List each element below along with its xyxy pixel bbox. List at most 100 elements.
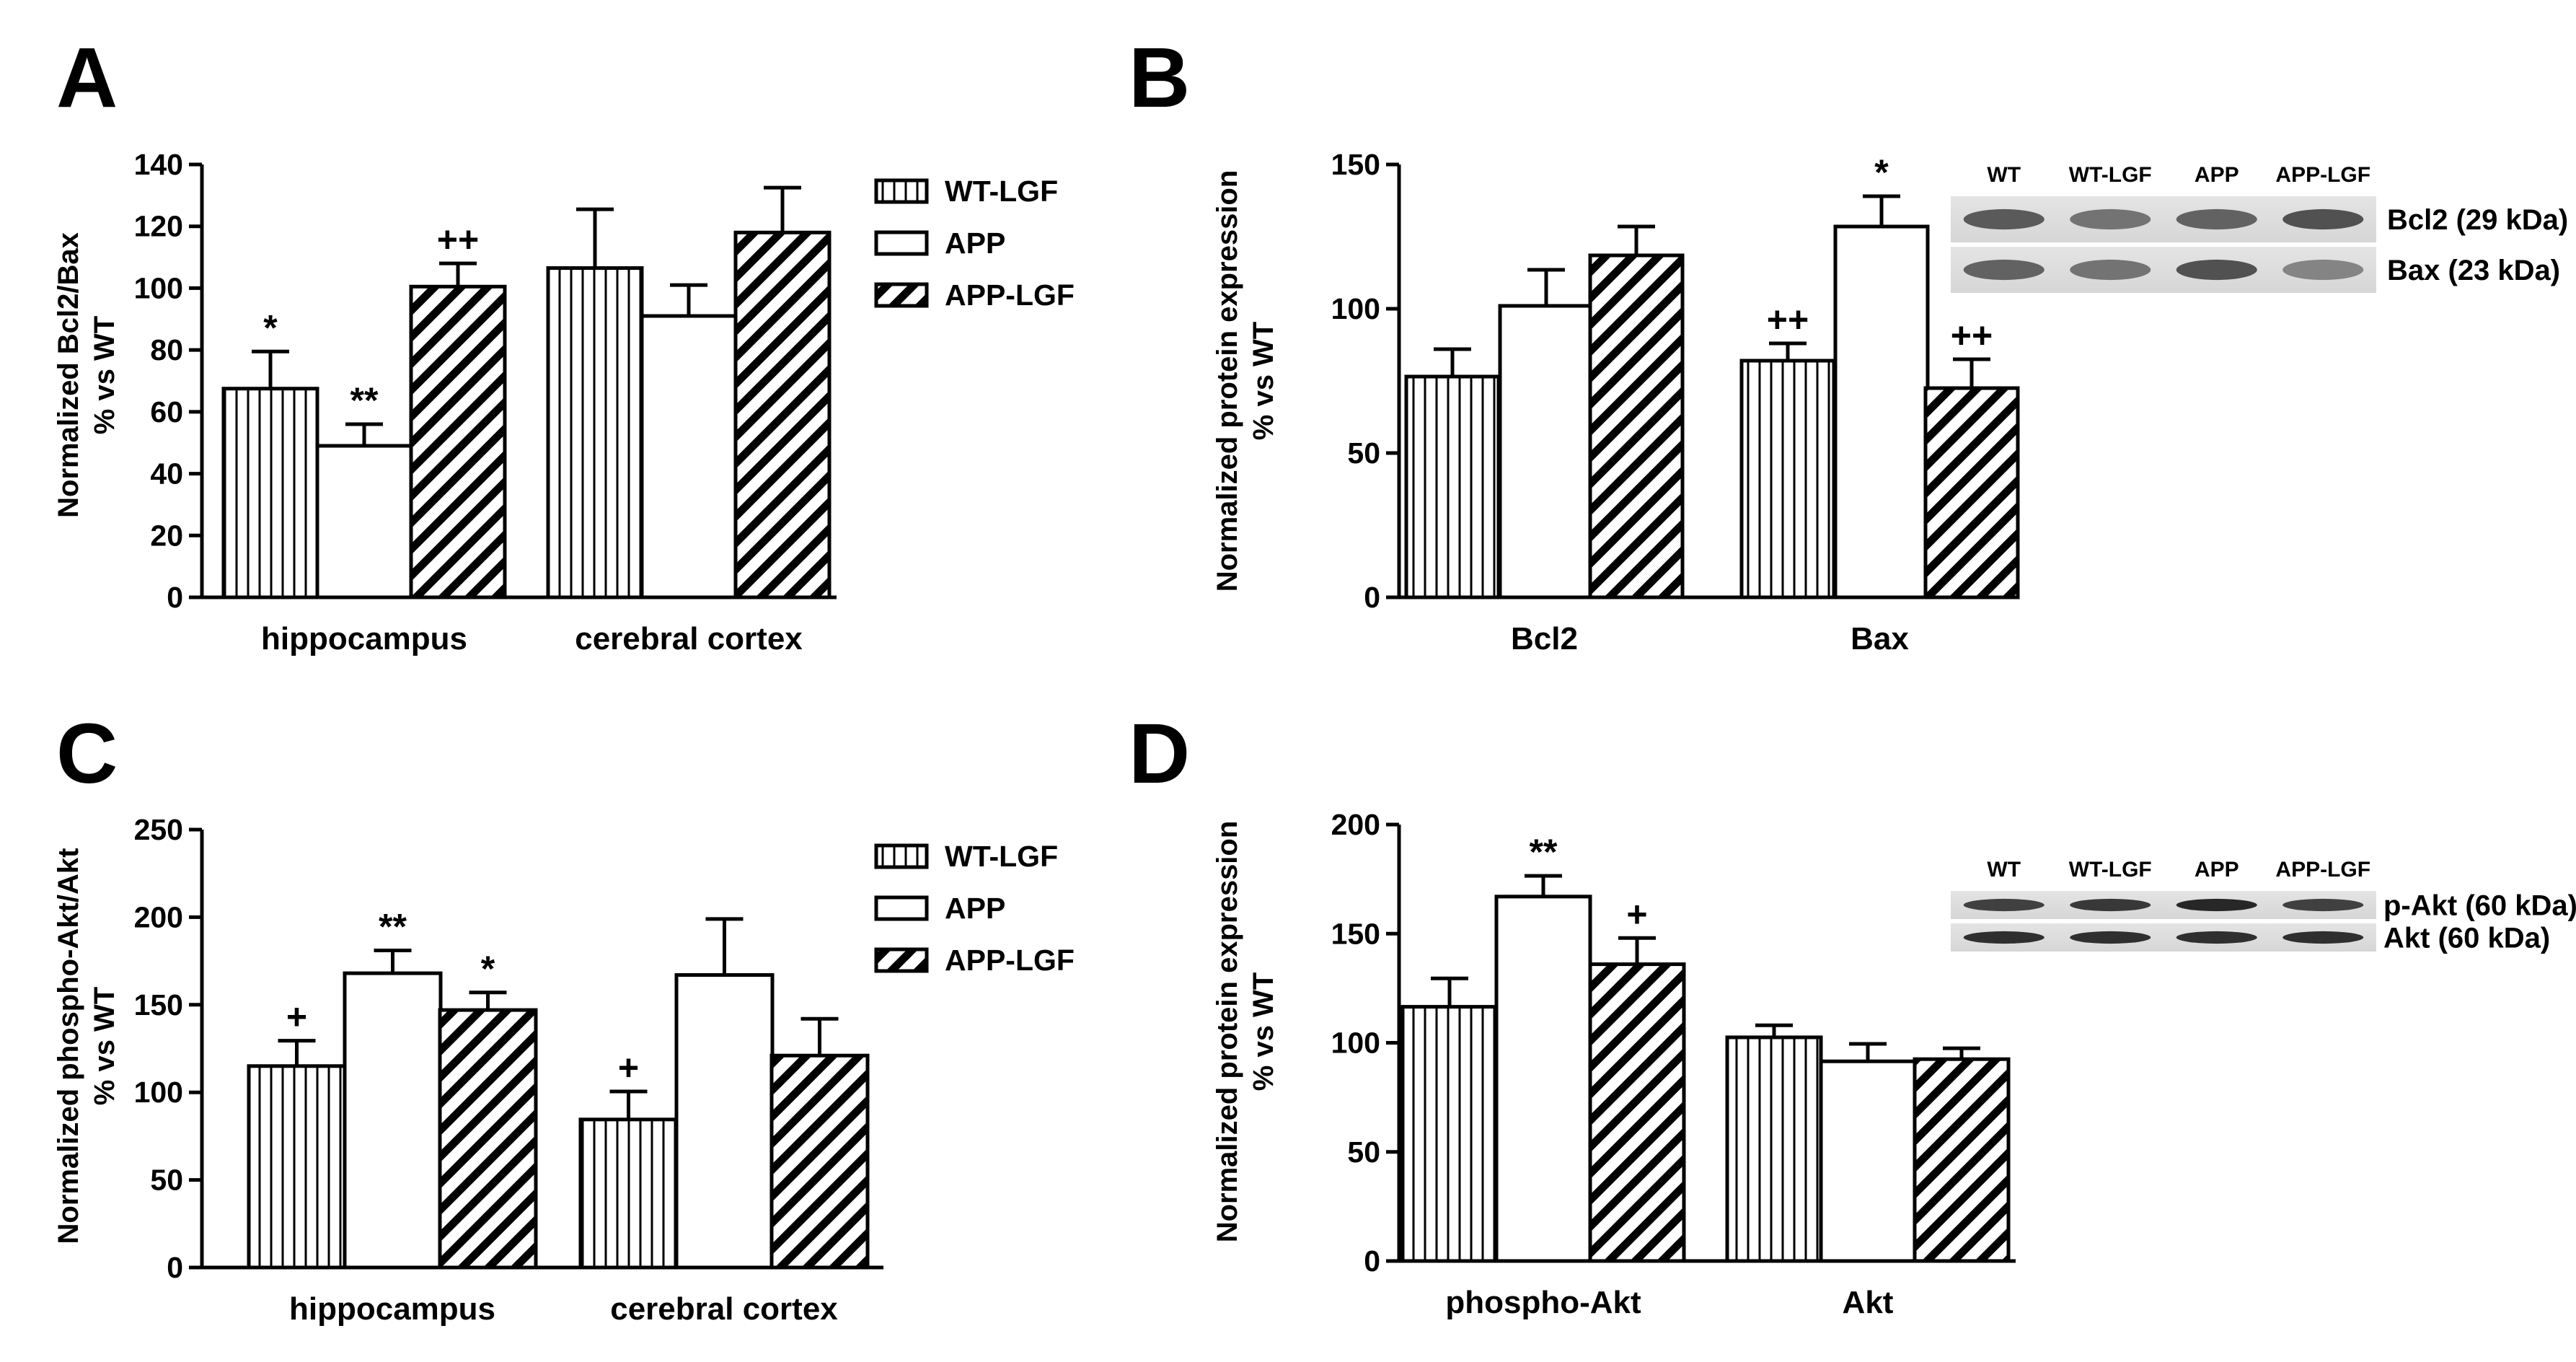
blot-lane-label: APP: [2195, 858, 2239, 882]
bar-app-lgf-1: [733, 230, 832, 599]
y-tick-label: 20: [150, 519, 183, 552]
x-category-label: hippocampus: [289, 1291, 495, 1327]
legend-swatch: [874, 843, 929, 869]
blot-row-label: Bax (23 kDa): [2387, 255, 2560, 286]
y-tick-label: 80: [150, 333, 183, 366]
significance-label: **: [379, 907, 407, 947]
legend-label: WT-LGF: [945, 840, 1058, 873]
blot-row-label: Akt (60 kDa): [2383, 923, 2550, 954]
legend-swatch: [874, 947, 929, 973]
legend-label: WT-LGF: [945, 175, 1058, 208]
y-tick-label: 50: [1347, 1135, 1380, 1169]
significance-label: +: [1626, 894, 1647, 934]
blot-band: [2176, 208, 2257, 230]
blot-band: [1963, 898, 2045, 912]
bar-app-0: [343, 971, 443, 1270]
y-tick-label: 100: [1331, 292, 1380, 325]
y-tick-label: 50: [150, 1164, 183, 1197]
x-category-label: phospho-Akt: [1445, 1285, 1641, 1320]
y-axis-title: Normalized protein expression: [1212, 170, 1243, 592]
legend-swatch: [874, 895, 929, 921]
bar-app-lgf-1: [1923, 386, 2020, 599]
panel-letter: A: [56, 30, 118, 126]
significance-label: ++: [1951, 315, 1993, 356]
bar-app-0: [315, 444, 413, 599]
y-tick-label: 200: [134, 900, 183, 933]
y-tick-label: 60: [150, 395, 183, 429]
legend-label: APP-LGF: [945, 278, 1075, 312]
bar-app-lgf-1: [769, 1053, 870, 1270]
bar-wt-lgf-0: [1404, 374, 1501, 599]
y-tick-label: 100: [1331, 1027, 1380, 1060]
blot-band: [2070, 898, 2151, 912]
panel-letter: D: [1129, 706, 1190, 801]
y-axis-title: Normalized phospho-Akt/Akt: [53, 848, 84, 1244]
y-tick-label: 100: [134, 1076, 183, 1109]
bar-app-lgf-0: [1588, 962, 1686, 1263]
y-tick-label: 0: [1364, 581, 1380, 614]
blot-band: [2282, 208, 2364, 230]
blot-row-label: Bcl2 (29 kDa): [2387, 204, 2568, 236]
bar-app-0: [1498, 304, 1594, 599]
y-tick-label: 100: [134, 271, 183, 304]
western-blot: WT WT-LGF APP APP-LGF p-Akt (60 kDa)Akt (60 …: [1951, 858, 2576, 954]
legend-swatch: [874, 178, 929, 204]
blot-band: [2176, 898, 2257, 912]
blot-lane-label: WT: [1987, 163, 2021, 187]
significance-label: **: [1530, 832, 1558, 872]
y-axis-title: Normalized protein expression: [1212, 821, 1243, 1243]
blot-row-label: p-Akt (60 kDa): [2383, 890, 2576, 922]
y-tick-label: 140: [134, 148, 183, 181]
blot-lane-label: WT-LGF: [2069, 858, 2152, 882]
x-category-label: cerebral cortex: [610, 1291, 838, 1327]
bar-app-1: [1833, 224, 1930, 599]
bar-wt-lgf-1: [578, 1117, 679, 1270]
blot-lane-label: WT: [1987, 858, 2021, 882]
blot-lane-label: APP: [2195, 163, 2239, 187]
blot-band: [1963, 931, 2045, 944]
bar-app-lgf-0: [438, 1008, 538, 1270]
blot-band: [1963, 208, 2045, 230]
significance-label: +: [286, 997, 307, 1037]
blot-band: [2176, 259, 2257, 281]
blot-band: [2176, 931, 2257, 944]
significance-label: *: [1874, 152, 1889, 193]
bar-wt-lgf-1: [546, 266, 644, 599]
blot-band: [2282, 898, 2364, 912]
bar-wt-lgf-0: [247, 1064, 347, 1270]
blot-band: [2282, 259, 2364, 281]
panel-C: C Normalized phospho-Akt/Akt% vs WT 0 50 100…: [53, 706, 1075, 1327]
legend-swatch: [874, 230, 929, 256]
significance-label: ++: [437, 219, 479, 260]
significance-label: **: [350, 380, 379, 421]
legend-label: APP: [945, 892, 1005, 925]
significance-label: ++: [1767, 299, 1809, 340]
y-tick-label: 150: [1331, 148, 1380, 181]
legend-label: APP-LGF: [945, 944, 1075, 977]
blot-band: [2070, 259, 2151, 281]
x-category-label: Bcl2: [1511, 621, 1578, 656]
blot-band: [2070, 931, 2151, 944]
legend-label: APP: [945, 227, 1005, 260]
blot-lane-label: WT-LGF: [2069, 163, 2152, 187]
y-tick-label: 150: [1331, 917, 1380, 950]
y-tick-label: 250: [134, 813, 183, 846]
bar-wt-lgf-0: [221, 387, 319, 599]
y-axis-title-sub: % vs WT: [1248, 972, 1279, 1091]
x-category-label: Bax: [1851, 621, 1909, 656]
y-tick-label: 0: [167, 1251, 183, 1284]
y-axis-title-sub: % vs WT: [89, 987, 120, 1105]
blot-band: [2070, 208, 2151, 230]
y-tick-label: 50: [1347, 436, 1380, 470]
y-axis-title-sub: % vs WT: [1248, 322, 1279, 440]
bar-app-1: [640, 314, 738, 599]
significance-label: *: [481, 949, 495, 989]
y-tick-label: 40: [150, 457, 183, 491]
bar-app-lgf-0: [409, 284, 507, 599]
bar-wt-lgf-1: [1739, 359, 1836, 599]
significance-label: +: [618, 1047, 639, 1088]
bar-app-1: [674, 973, 775, 1270]
blot-band: [1963, 259, 2045, 281]
panel-B: B Normalized protein expression% vs WT 0 50…: [1129, 30, 2568, 656]
